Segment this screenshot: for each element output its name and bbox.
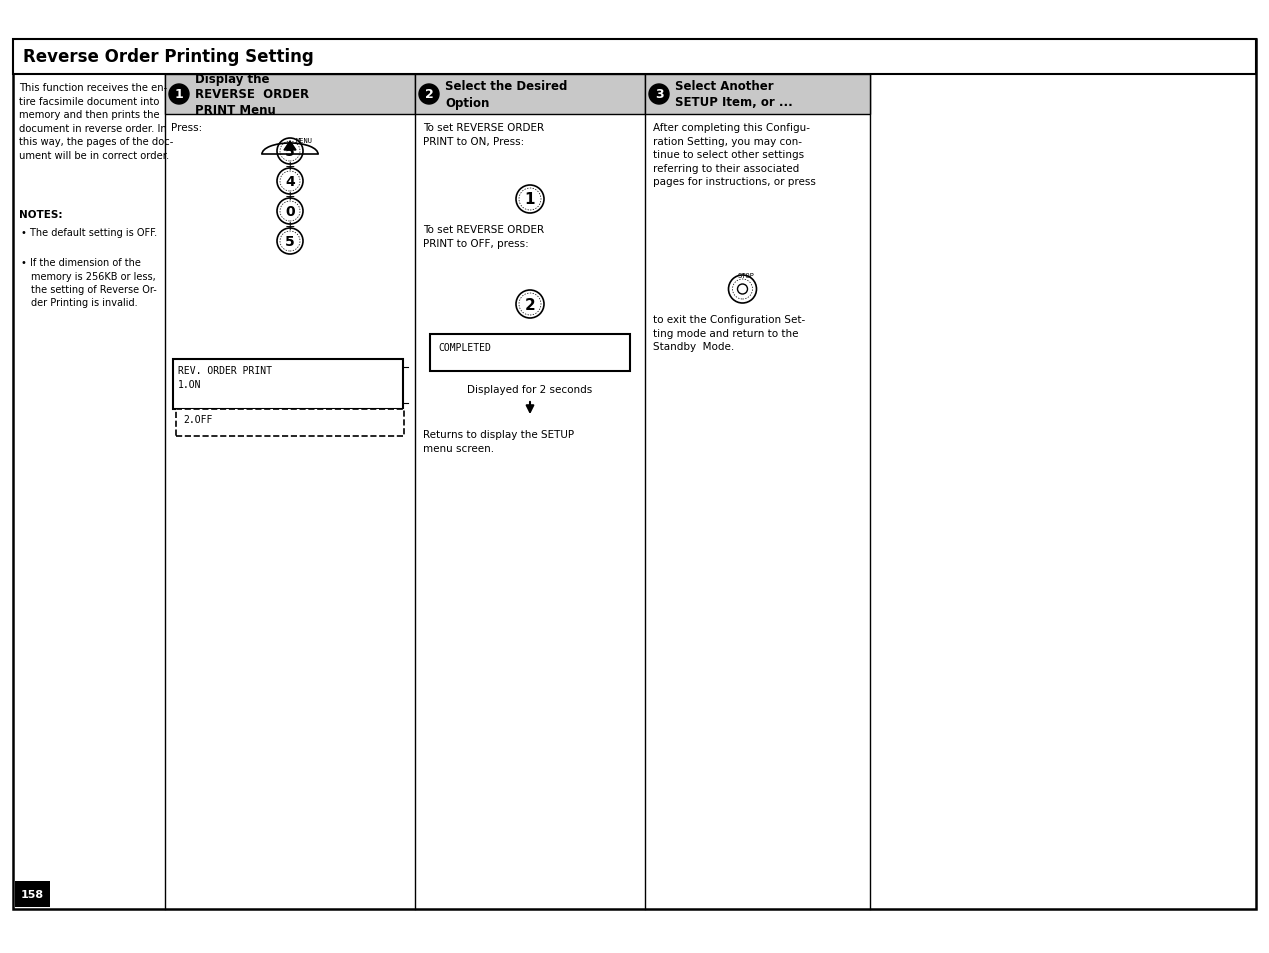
Text: 4: 4 (286, 174, 294, 189)
Bar (165, 75, 415, 115)
Circle shape (169, 85, 189, 105)
Text: NOTES:: NOTES: (19, 210, 62, 220)
Text: 158: 158 (20, 889, 43, 899)
Text: To set REVERSE ORDER
PRINT to OFF, press:: To set REVERSE ORDER PRINT to OFF, press… (423, 225, 544, 249)
Text: STOP: STOP (739, 273, 755, 278)
Text: to exit the Configuration Set-
ting mode and return to the
Standby  Mode.: to exit the Configuration Set- ting mode… (654, 314, 806, 352)
Text: +: + (284, 220, 296, 233)
Text: Reverse Order Printing Setting: Reverse Order Printing Setting (23, 49, 313, 67)
Text: der Printing is invalid.: der Printing is invalid. (30, 297, 137, 308)
Text: Display the
REVERSE  ORDER
PRINT Menu: Display the REVERSE ORDER PRINT Menu (195, 72, 310, 117)
Text: +: + (284, 191, 296, 203)
Bar (176, 410, 404, 436)
Text: Select the Desired
Option: Select the Desired Option (445, 80, 567, 110)
Bar (15, 882, 49, 907)
Polygon shape (284, 142, 296, 151)
Bar (645, 75, 871, 115)
Text: 1: 1 (175, 89, 184, 101)
Text: +: + (284, 160, 296, 173)
Text: 0: 0 (286, 205, 294, 219)
Bar (430, 335, 629, 372)
Text: the setting of Reverse Or-: the setting of Reverse Or- (30, 285, 157, 294)
Text: 1.ON: 1.ON (178, 379, 202, 390)
Text: Returns to display the SETUP
menu screen.: Returns to display the SETUP menu screen… (423, 430, 574, 453)
Text: 5: 5 (286, 234, 294, 249)
Text: Press:: Press: (171, 123, 202, 132)
Text: 2: 2 (524, 297, 536, 313)
Text: memory is 256KB or less,: memory is 256KB or less, (30, 272, 156, 282)
Text: COMPLETED: COMPLETED (438, 343, 491, 353)
Text: This function receives the en-
tire facsimile document into
memory and then prin: This function receives the en- tire facs… (19, 83, 174, 161)
Text: MENU: MENU (296, 138, 312, 144)
Text: 1: 1 (525, 193, 536, 208)
Text: Displayed for 2 seconds: Displayed for 2 seconds (467, 385, 593, 395)
Text: After completing this Configu-
ration Setting, you may con-
tinue to select othe: After completing this Configu- ration Se… (654, 123, 816, 187)
Bar (415, 75, 645, 115)
Text: REV. ORDER PRINT: REV. ORDER PRINT (178, 366, 272, 375)
Text: Select Another
SETUP Item, or ...: Select Another SETUP Item, or ... (675, 80, 793, 110)
Circle shape (419, 85, 439, 105)
Text: • If the dimension of the: • If the dimension of the (22, 257, 141, 268)
Text: 5: 5 (286, 145, 294, 159)
Text: 2.OFF: 2.OFF (183, 415, 212, 424)
Bar (13, 40, 1256, 75)
Circle shape (648, 85, 669, 105)
Text: To set REVERSE ORDER
PRINT to ON, Press:: To set REVERSE ORDER PRINT to ON, Press: (423, 123, 544, 147)
Bar (173, 359, 404, 410)
Text: • The default setting is OFF.: • The default setting is OFF. (22, 228, 157, 237)
Text: 2: 2 (425, 89, 434, 101)
Text: 3: 3 (655, 89, 664, 101)
